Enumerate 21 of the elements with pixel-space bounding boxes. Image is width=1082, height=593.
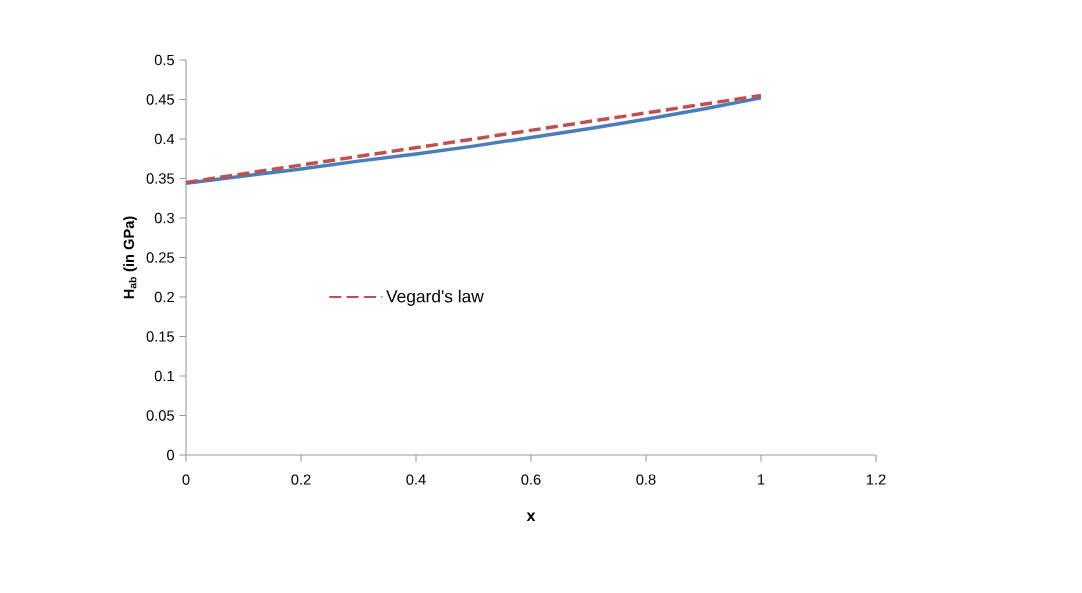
x-tick-label: 1.2 <box>866 474 886 485</box>
y-tick-label: 0.25 <box>146 252 174 263</box>
y-tick-label: 0 <box>167 449 175 461</box>
y-tick-label: 0.4 <box>154 133 175 145</box>
x-tick-label: 0.8 <box>636 474 656 485</box>
y-axis-title: H$_{ab}$ (in GPa) <box>123 216 137 299</box>
y-tick-label: 0.05 <box>146 410 174 421</box>
x-axis-title: x <box>526 512 536 522</box>
y-tick-label: 0.5 <box>154 54 174 66</box>
x-tick-label: 0.6 <box>521 474 541 485</box>
x-tick-label: 1 <box>758 474 765 485</box>
y-tick-label: 0.15 <box>146 331 174 342</box>
y-tick-label: 0.35 <box>146 173 174 184</box>
y-tick-label: 0.3 <box>154 212 174 224</box>
y-tick-label: 0.45 <box>146 94 174 105</box>
y-tick-label: 0.1 <box>154 370 174 382</box>
legend-label: Vegard's law <box>386 289 484 306</box>
x-tick-label: 0.4 <box>406 474 426 485</box>
y-tick-label: 0.2 <box>154 291 174 303</box>
x-tick-label: 0 <box>182 474 190 485</box>
x-tick-label: 0.2 <box>291 474 311 485</box>
